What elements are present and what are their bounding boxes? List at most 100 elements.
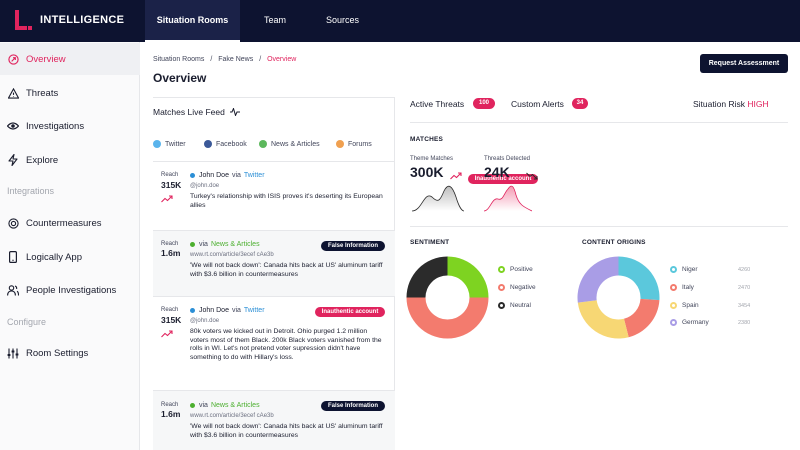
feed-card[interactable]: Reach 315K John Doe via Twitter @john.do…: [153, 162, 538, 230]
reach-value: 315K: [161, 180, 182, 190]
legend-spain: Spain: [670, 302, 699, 309]
warning-triangle-icon: [7, 87, 19, 99]
post-text: Turkey's relationship with ISIS proves i…: [190, 193, 383, 209]
source-link[interactable]: Twitter: [243, 307, 265, 314]
status-badge: Inauthentic account: [315, 307, 385, 317]
legend-label: Spain: [682, 302, 699, 309]
legend-label: Neutral: [510, 302, 531, 309]
reach-label: Reach: [161, 172, 179, 178]
divider: [410, 226, 788, 227]
sidebar-item-countermeasures[interactable]: Countermeasures: [0, 207, 140, 239]
sidebar-item-investigations[interactable]: Investigations: [0, 110, 140, 142]
legend-ring-icon: [670, 266, 677, 273]
source-link[interactable]: Twitter: [243, 172, 265, 179]
legend-negative: Negative: [498, 284, 536, 291]
filter-news-articles[interactable]: News & Articles: [259, 140, 320, 148]
post-author-line: via News & Articles: [190, 402, 260, 409]
filter-forums[interactable]: Forums: [336, 140, 372, 148]
tab-team[interactable]: Team: [263, 15, 286, 25]
matches-heading: MATCHES: [410, 136, 444, 143]
sidebar-item-logically-app[interactable]: Logically App: [0, 241, 140, 273]
reach-label: Reach: [161, 307, 179, 313]
feed-card[interactable]: Reach 315K John Doe via Twitter @john.do…: [153, 297, 395, 390]
sentiment-slice-neutral: [406, 256, 448, 298]
custom-alerts-label[interactable]: Custom Alerts: [511, 99, 564, 109]
post-text: 80k voters we kicked out in Detroit. Ohi…: [190, 328, 382, 361]
risk-level: HIGH: [747, 99, 769, 109]
breadcrumb-item[interactable]: Fake News: [218, 56, 254, 63]
author-name[interactable]: John Doe: [199, 172, 229, 179]
theme-matches-sparkline: [412, 185, 464, 212]
feed-title: Matches Live Feed: [153, 107, 240, 117]
tab-sources[interactable]: Sources: [325, 15, 360, 25]
origin-slice-germany: [577, 256, 619, 303]
legend-label: Negative: [510, 284, 536, 291]
sidebar-item-label: Logically App: [26, 251, 82, 263]
filter-label: Facebook: [216, 140, 247, 148]
legend-germany: Germany: [670, 319, 709, 326]
content-origins-heading: CONTENT ORIGINS: [582, 239, 646, 246]
filter-twitter[interactable]: Twitter: [153, 140, 186, 148]
request-assessment-button[interactable]: Request Assessment: [700, 54, 788, 73]
article-url[interactable]: www.rt.com/article/3ecef cAe3b: [190, 252, 274, 258]
legend-positive: Positive: [498, 266, 533, 273]
legend-niger: Niger: [670, 266, 698, 273]
news-dot-icon: [190, 242, 195, 247]
threats-detected-sparkline: [484, 185, 532, 212]
legend-ring-icon: [670, 319, 677, 326]
article-url[interactable]: www.rt.com/article/3ecef cAe3b: [190, 413, 274, 419]
legend-label: Niger: [682, 266, 698, 273]
twitter-dot-icon: [153, 140, 161, 148]
threats-detected-value: 24K: [484, 164, 510, 180]
author-handle: @john.doe: [190, 318, 220, 324]
source-link[interactable]: News & Articles: [210, 402, 260, 409]
twitter-dot-icon: [190, 173, 195, 178]
logo-icon[interactable]: [13, 9, 33, 31]
threats-detected-label: Threats Detected: [484, 156, 531, 162]
target-icon: [7, 53, 19, 65]
feed-card[interactable]: Reach 1.6m via News & Articles www.rt.co…: [153, 391, 395, 450]
reach-value: 1.6m: [161, 248, 181, 258]
breadcrumb-separator: /: [210, 56, 213, 63]
author-handle: @john.doe: [190, 183, 220, 189]
lightning-icon: [7, 154, 19, 166]
sentiment-heading: SENTIMENT: [410, 239, 450, 246]
legend-ring-icon: [670, 302, 677, 309]
crosshair-icon: [7, 217, 19, 229]
sidebar-item-people-investigations[interactable]: People Investigations: [0, 274, 140, 306]
sidebar-item-label: Threats: [26, 87, 59, 99]
breadcrumb-current: Overview: [267, 56, 297, 63]
matches-live-feed: Matches Live Feed Twitter Facebook News …: [153, 97, 538, 450]
sidebar-item-label: Explore: [26, 154, 59, 166]
sidebar-item-room-settings[interactable]: Room Settings: [0, 337, 140, 369]
post-text: 'We will not back down': Canada hits bac…: [190, 423, 383, 439]
author-name[interactable]: John Doe: [199, 307, 229, 314]
legend-neutral: Neutral: [498, 302, 531, 309]
sidebar-item-threats[interactable]: Threats: [0, 77, 140, 109]
origin-slice-spain: [577, 300, 629, 339]
divider: [153, 230, 395, 231]
filter-label: Twitter: [165, 140, 186, 148]
sidebar-item-overview[interactable]: Overview: [0, 43, 140, 75]
content-origins-donut-chart: [577, 256, 660, 339]
status-badge: False Information: [321, 401, 385, 411]
origin-count: 2380: [738, 320, 751, 326]
filter-facebook[interactable]: Facebook: [204, 140, 247, 148]
sentiment-donut-chart: [406, 256, 489, 339]
tab-situation-rooms[interactable]: Situation Rooms: [145, 0, 240, 42]
sidebar-item-explore[interactable]: Explore: [0, 144, 140, 176]
feed-card[interactable]: Reach 1.6m via News & Articles www.rt.co…: [153, 231, 395, 296]
post-text: 'We will not back down': Canada hits bac…: [190, 262, 383, 278]
post-author-line: John Doe via Twitter: [190, 172, 265, 179]
legend-ring-icon: [498, 266, 505, 273]
breadcrumb-item[interactable]: Situation Rooms: [153, 56, 205, 63]
legend-ring-icon: [498, 302, 505, 309]
filter-label: Forums: [348, 140, 372, 148]
eye-icon: [7, 120, 19, 132]
origin-count: 4260: [738, 267, 751, 273]
active-threats-label[interactable]: Active Threats: [410, 99, 465, 109]
section-label-configure: Configure: [7, 317, 47, 327]
news-dot-icon: [259, 140, 267, 148]
divider: [410, 122, 788, 123]
source-link[interactable]: News & Articles: [210, 241, 260, 248]
